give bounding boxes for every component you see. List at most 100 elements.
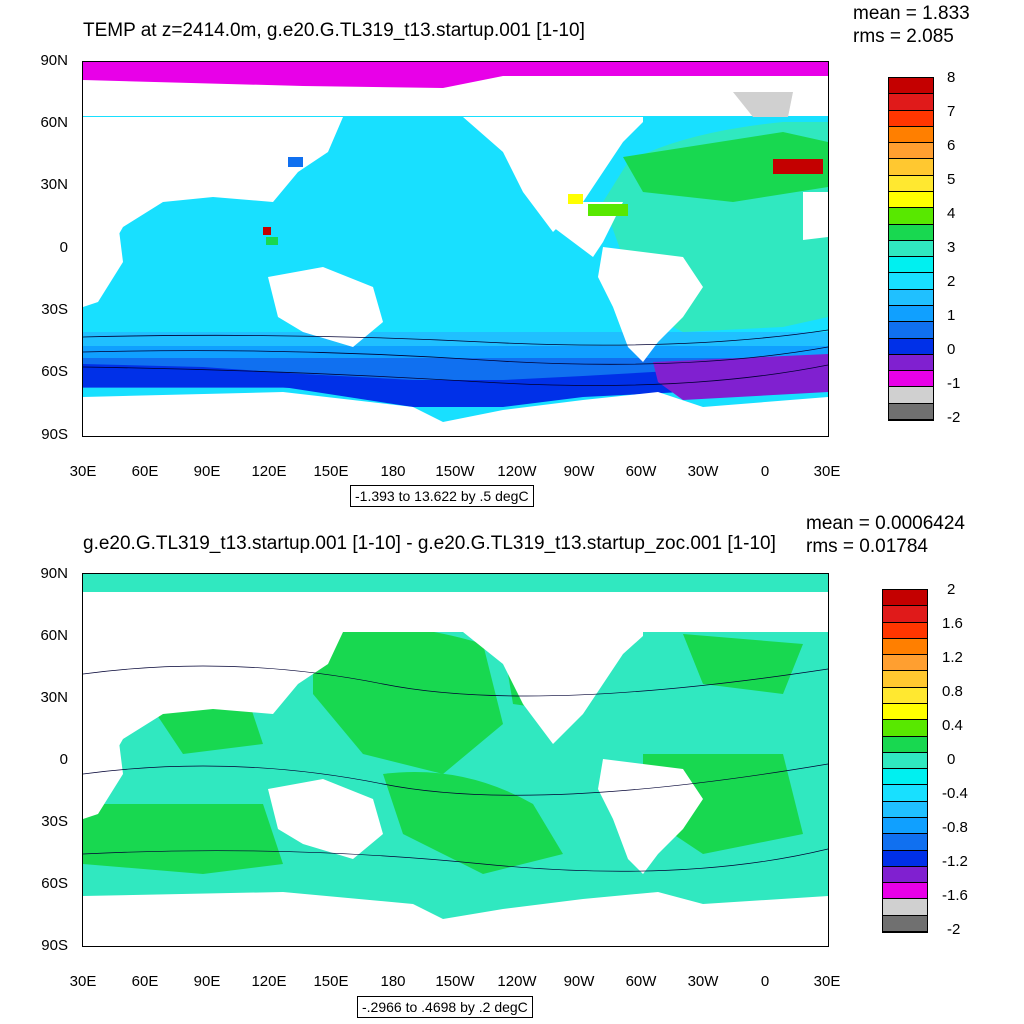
p1-cb-3: 3 — [947, 239, 956, 256]
p1-lon-60w: 60W — [625, 463, 657, 480]
p2-lat-0: 0 — [59, 751, 68, 768]
p2-lon-150e: 150E — [313, 973, 349, 990]
panel2-range-label: -.2966 to .4698 by .2 degC — [357, 996, 533, 1018]
cbar1-swatch-7 — [889, 191, 933, 209]
p1-cb-m1: -1 — [947, 375, 961, 392]
p1-lat-0: 0 — [59, 239, 68, 256]
cbar1-swatch-10 — [889, 240, 933, 258]
p1-lat-90n: 90N — [40, 52, 68, 69]
panel1-australia — [268, 267, 383, 347]
cbar2-swatch-9 — [883, 736, 927, 753]
cbar1-swatch-18 — [889, 371, 933, 388]
panel2-north-america — [463, 632, 643, 744]
p2-cb-2: 2 — [947, 581, 956, 598]
cbar2-swatch-6 — [883, 687, 927, 704]
panel1-asia — [83, 117, 343, 272]
cbar1-swatch-1 — [889, 94, 933, 111]
cbar1-swatch-6 — [889, 175, 933, 192]
panel1-greenland — [733, 92, 793, 117]
panel2-contour-2 — [83, 763, 828, 796]
panel1-indo-green — [266, 237, 278, 245]
cbar2-swatch-14 — [883, 817, 927, 835]
panel2-colorbar — [882, 589, 928, 933]
p1-lon-150e: 150E — [313, 463, 349, 480]
p2-cb-m0.4: -0.4 — [942, 785, 968, 802]
cbar2-swatch-19 — [883, 899, 927, 916]
cbar1-swatch-11 — [889, 257, 933, 274]
p1-lat-30n: 30N — [40, 176, 68, 193]
panel1-map — [82, 61, 829, 437]
p2-lon-0: 0 — [760, 973, 770, 990]
p1-lat-90s: 90S — [41, 426, 68, 443]
p2-cb-m0.8: -0.8 — [942, 819, 968, 836]
p2-lon-30e-end: 30E — [813, 973, 841, 990]
panel1-contour-3 — [83, 364, 828, 386]
p1-cb-1: 1 — [947, 307, 956, 324]
cbar1-swatch-2 — [889, 110, 933, 127]
cbar2-swatch-12 — [883, 785, 927, 802]
p2-lon-60w: 60W — [625, 973, 657, 990]
p1-cb-4: 4 — [947, 205, 956, 222]
panel1-contour-1 — [83, 329, 828, 346]
p1-lon-90w: 90W — [563, 463, 595, 480]
p1-cb-0: 0 — [947, 341, 956, 358]
panel1-range-label: -1.393 to 13.622 by .5 degC — [350, 485, 534, 507]
panel1-africa-west — [83, 222, 123, 307]
panel1-south-america — [598, 247, 703, 362]
cbar2-swatch-15 — [883, 834, 927, 851]
cbar2-swatch-1 — [883, 606, 927, 623]
panel2-patch-1 — [313, 626, 503, 774]
panel1-colorbar — [888, 77, 934, 421]
p2-cb-m2: -2 — [947, 921, 961, 938]
p1-lon-30w: 30W — [687, 463, 719, 480]
cbar1-swatch-0 — [889, 78, 933, 95]
p2-lon-120e: 120E — [251, 973, 287, 990]
panel2-map — [82, 573, 829, 947]
panel1-mean: mean = 1.833 — [853, 3, 970, 24]
p1-lat-30s: 30S — [41, 301, 68, 318]
p2-cb-0.8: 0.8 — [942, 683, 963, 700]
panel2-mean: mean = 0.0006424 — [806, 513, 965, 534]
cbar2-swatch-5 — [883, 671, 927, 688]
p1-cb-5: 5 — [947, 171, 956, 188]
cbar2-swatch-13 — [883, 801, 927, 818]
p2-lon-120w: 120W — [497, 973, 537, 990]
panel2-patch-6 — [683, 634, 803, 694]
cbar2-swatch-20 — [883, 915, 927, 932]
panel1-north-america — [463, 117, 643, 232]
cbar1-swatch-15 — [889, 322, 933, 339]
cbar1-swatch-3 — [889, 126, 933, 144]
panel2-contour-1 — [83, 665, 828, 697]
p2-lon-180: 180 — [380, 973, 406, 990]
cbar1-swatch-19 — [889, 387, 933, 404]
p2-lat-30s: 30S — [41, 813, 68, 830]
panel2-australia — [268, 779, 383, 859]
panel1-map-graphic — [83, 62, 828, 436]
p2-cb-1.6: 1.6 — [942, 615, 963, 632]
p2-lon-90w: 90W — [563, 973, 595, 990]
cbar2-swatch-17 — [883, 866, 927, 884]
panel2-patch-2 — [383, 772, 563, 874]
panel2-asia — [83, 632, 343, 784]
cbar1-swatch-20 — [889, 403, 933, 420]
cbar2-swatch-3 — [883, 638, 927, 656]
panel1-contour-2 — [83, 346, 828, 365]
cbar1-swatch-13 — [889, 289, 933, 306]
p1-lon-0: 0 — [760, 463, 770, 480]
p1-cb-7: 7 — [947, 103, 956, 120]
p1-lon-30e-end: 30E — [813, 463, 841, 480]
cbar2-swatch-4 — [883, 655, 927, 672]
p2-cb-0: 0 — [947, 751, 956, 768]
p2-cb-m1.6: -1.6 — [942, 887, 968, 904]
p2-lat-60s: 60S — [41, 875, 68, 892]
panel1-antarctica — [83, 392, 828, 436]
p2-lat-90n: 90N — [40, 565, 68, 582]
p2-lat-60n: 60N — [40, 627, 68, 644]
panel1-gulf-yellow — [568, 194, 583, 204]
p1-cb-8: 8 — [947, 69, 956, 86]
p2-lon-30e: 30E — [69, 973, 97, 990]
p1-lon-30e: 30E — [69, 463, 97, 480]
panel2-rms: rms = 0.01784 — [806, 536, 928, 557]
p2-cb-0.4: 0.4 — [942, 717, 963, 734]
panel1-med-sea — [773, 159, 823, 174]
